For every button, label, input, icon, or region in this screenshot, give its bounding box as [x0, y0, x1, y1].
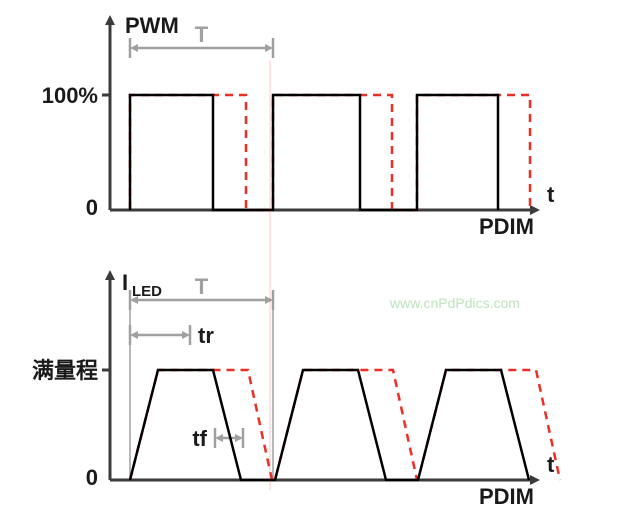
svg-text:满量程: 满量程	[32, 358, 98, 383]
svg-text:T: T	[195, 22, 209, 47]
svg-text:tr: tr	[198, 323, 214, 348]
svg-text:100%: 100%	[42, 83, 98, 108]
svg-text:PWM: PWM	[125, 13, 179, 38]
svg-text:0: 0	[86, 465, 98, 490]
svg-text:PDIM: PDIM	[479, 484, 534, 509]
svg-text:t: t	[547, 182, 555, 207]
watermark-text: www.cnPdPdics.com	[390, 295, 520, 311]
svg-text:0: 0	[86, 195, 98, 220]
svg-text:I: I	[122, 270, 128, 295]
svg-text:PDIM: PDIM	[479, 214, 534, 239]
svg-text:tf: tf	[192, 426, 207, 451]
svg-text:T: T	[195, 274, 209, 299]
